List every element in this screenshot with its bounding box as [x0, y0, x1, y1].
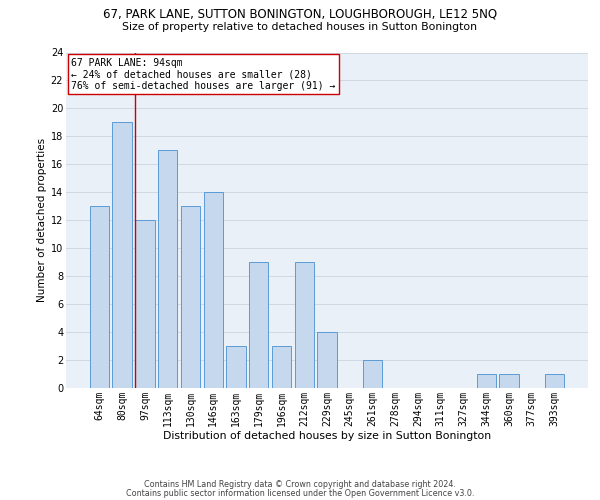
Y-axis label: Number of detached properties: Number of detached properties	[37, 138, 47, 302]
Bar	[363, 360, 382, 388]
Bar	[203, 192, 223, 388]
Bar	[476, 374, 496, 388]
Bar	[112, 122, 132, 388]
Text: 67, PARK LANE, SUTTON BONINGTON, LOUGHBOROUGH, LE12 5NQ: 67, PARK LANE, SUTTON BONINGTON, LOUGHBO…	[103, 8, 497, 20]
Bar	[499, 374, 519, 388]
Bar	[295, 262, 314, 388]
Text: 67 PARK LANE: 94sqm
← 24% of detached houses are smaller (28)
76% of semi-detach: 67 PARK LANE: 94sqm ← 24% of detached ho…	[71, 58, 335, 90]
Bar	[135, 220, 155, 388]
Bar	[181, 206, 200, 388]
Bar	[317, 332, 337, 388]
Bar	[545, 374, 564, 388]
Bar	[226, 346, 245, 388]
Text: Size of property relative to detached houses in Sutton Bonington: Size of property relative to detached ho…	[122, 22, 478, 32]
X-axis label: Distribution of detached houses by size in Sutton Bonington: Distribution of detached houses by size …	[163, 431, 491, 441]
Bar	[158, 150, 178, 388]
Text: Contains public sector information licensed under the Open Government Licence v3: Contains public sector information licen…	[126, 488, 474, 498]
Bar	[90, 206, 109, 388]
Bar	[249, 262, 268, 388]
Text: Contains HM Land Registry data © Crown copyright and database right 2024.: Contains HM Land Registry data © Crown c…	[144, 480, 456, 489]
Bar	[272, 346, 291, 388]
